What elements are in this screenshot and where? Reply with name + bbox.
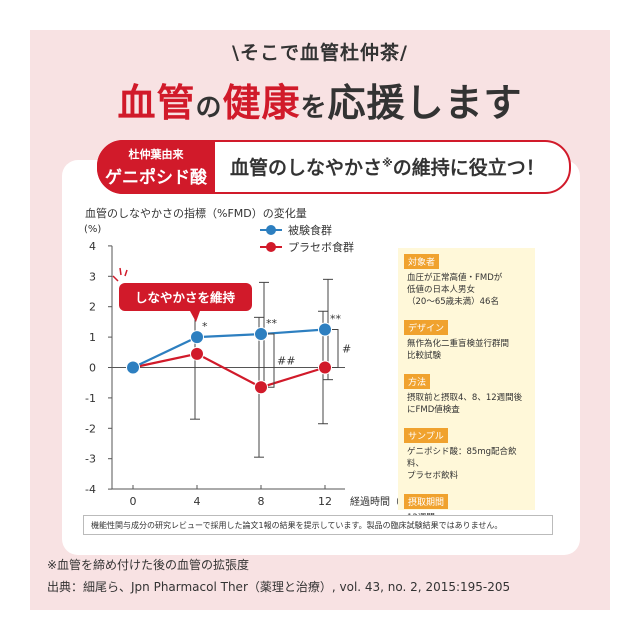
hash-bracket <box>332 329 339 368</box>
banner-claim-text: 血管のしなやかさ※の維持に役立つ！ <box>230 153 545 180</box>
legend-marker <box>266 225 276 235</box>
callout-pointer <box>190 311 200 322</box>
info-body: 無作為化二重盲検並行群間 比較試験 <box>407 339 510 361</box>
y-tick-label: 3 <box>89 270 96 283</box>
info-heading: 方法 <box>404 374 431 389</box>
source-citation: 出典：細尾ら、Jpn Pharmacol Ther（薬理と治療）, vol. 4… <box>47 580 511 594</box>
y-tick-label: 1 <box>89 331 96 344</box>
info-heading: 対象者 <box>404 254 440 269</box>
x-tick-label: 0 <box>130 495 137 508</box>
data-point <box>254 327 268 342</box>
title-part-4: を <box>300 93 328 123</box>
info-body: 摂取前と摂取4、8、12週間後 にFMD値検査 <box>407 393 523 415</box>
callout-spark <box>112 275 119 282</box>
badge-title: ゲニポシド酸 <box>105 168 207 188</box>
callout-box <box>119 283 252 311</box>
x-tick-label: 8 <box>258 495 265 508</box>
title-part-2: の <box>195 93 223 123</box>
hash-marker: ## <box>277 355 295 368</box>
series-line <box>132 352 326 389</box>
y-tick-label: -4 <box>85 483 96 496</box>
y-tick-label: 0 <box>89 362 96 375</box>
y-tick-label: -3 <box>85 453 96 466</box>
info-body: ゲニポシド酸：85mg配合飲料、 プラセボ飲料 <box>407 447 517 481</box>
ingredient-badge: 杜仲葉由来 ゲニポシド酸 <box>97 140 215 194</box>
data-point <box>190 346 204 361</box>
footnote: ※血管を締め付けた後の血管の拡張度 <box>47 558 250 572</box>
title-part-3: 健康 <box>222 81 301 125</box>
data-point <box>190 330 204 345</box>
info-heading: サンプル <box>404 428 448 443</box>
info-body: 血圧が正常高値・FMDが 低値の日本人男女 （20～65歳未満）46名 <box>407 273 503 307</box>
badge-subtitle: 杜仲葉由来 <box>128 148 184 161</box>
callout-text: しなやかさを維持 <box>135 290 236 305</box>
hash-bracket <box>268 333 275 388</box>
banner-text-sup: ※ <box>382 156 393 170</box>
data-point <box>318 322 332 337</box>
data-point <box>126 360 140 375</box>
sig-marker: * <box>202 320 208 333</box>
disclaimer-note: 機能性関与成分の研究レビューで採用した論文1報の結果を提示しています。製品の臨床… <box>83 515 553 535</box>
title-part-1: 血管 <box>117 81 196 125</box>
y-tick-label: -1 <box>85 392 96 405</box>
legend-marker <box>266 242 276 252</box>
info-heading: 摂取期間 <box>404 494 449 509</box>
data-point <box>254 380 268 395</box>
y-tick-label: 4 <box>89 240 96 253</box>
info-heading: デザイン <box>404 320 449 335</box>
data-point <box>318 360 332 375</box>
callout-spark <box>124 269 128 277</box>
x-tick-label: 12 <box>318 495 332 508</box>
sig-marker: ** <box>330 313 342 326</box>
y-axis-label: (%) <box>84 224 101 235</box>
pre-title: \そこで血管杜仲茶/ <box>232 42 408 64</box>
hash-marker: # <box>342 343 351 356</box>
legend-label: 被験食群 <box>288 223 332 237</box>
legend-label: プラセボ食群 <box>288 240 354 254</box>
y-tick-label: -2 <box>85 422 96 435</box>
callout-spark <box>119 267 122 276</box>
banner-text-main: 血管のしなやかさ <box>230 157 383 179</box>
series-line <box>132 328 326 369</box>
banner-text-end: の維持に役立つ！ <box>392 157 545 179</box>
title-part-5: 応援します <box>327 81 523 125</box>
y-tick-label: 2 <box>89 301 96 314</box>
x-tick-label: 4 <box>194 495 201 508</box>
study-info-panel: 対象者血圧が正常高値・FMDが 低値の日本人男女 （20～65歳未満）46名デザ… <box>398 248 535 523</box>
chart-title: 血管のしなやかさの指標（%FMD）の変化量 <box>85 207 307 220</box>
main-title: 血管の健康を応援します <box>0 72 640 127</box>
sig-marker: ** <box>266 317 278 330</box>
